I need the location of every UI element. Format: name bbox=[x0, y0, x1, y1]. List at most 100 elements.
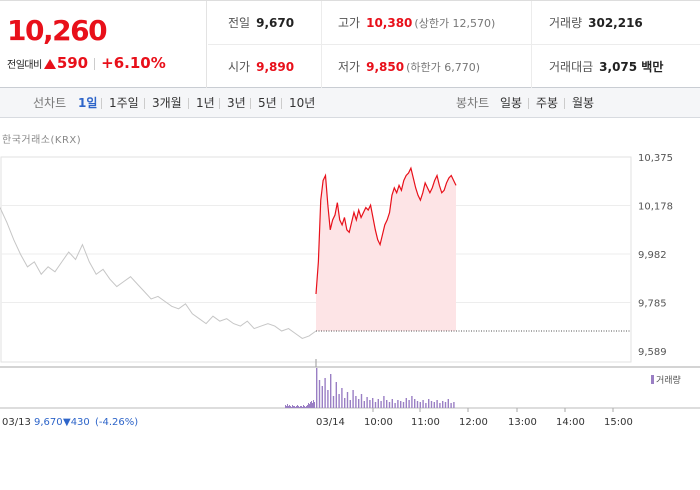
quote-panel: 10,260 전일대비 590 +6.10% 전일 9,670 고가 10,380 (상한… bbox=[0, 0, 700, 89]
volume-bar bbox=[450, 403, 452, 408]
volume-bar bbox=[302, 407, 303, 408]
volume-bar bbox=[447, 399, 449, 408]
stat-label: 전일 bbox=[228, 16, 251, 30]
volume-bar bbox=[344, 398, 346, 408]
volume-bar bbox=[338, 394, 340, 408]
y-tick-label: 10,178 bbox=[638, 202, 673, 213]
y-tick-label: 9,785 bbox=[638, 299, 667, 310]
volume-bar bbox=[305, 407, 306, 408]
tab-1week[interactable]: 1주일 bbox=[109, 96, 139, 110]
stats-row-2: 시가 9,890 저가 9,850 (하한가 6,770) 거래대금 3,075 백만 bbox=[208, 45, 700, 89]
tab-10year[interactable]: 10년 bbox=[289, 96, 316, 110]
volume-bar bbox=[397, 400, 399, 408]
stat-value: 9,890 bbox=[256, 60, 295, 74]
change-label: 전일대비 bbox=[7, 60, 42, 71]
stat-label: 거래량 bbox=[549, 16, 583, 30]
prev-day-change-percent: (-4.26%) bbox=[95, 417, 138, 428]
volume-bar bbox=[358, 399, 360, 408]
prev-day-change: ▼430 bbox=[63, 417, 90, 428]
y-tick-label: 9,589 bbox=[638, 347, 667, 358]
change-percent: +6.10% bbox=[101, 54, 166, 72]
chart-canvas: 10,375 10,178 9,982 9,785 9,589 거래량 10:00 11:… bbox=[0, 153, 700, 428]
volume-bar bbox=[388, 402, 391, 408]
stat-label: 거래대금 bbox=[549, 60, 594, 74]
lower-limit: (하한가 6,770) bbox=[406, 61, 480, 74]
divider bbox=[528, 98, 529, 109]
volume-legend: 거래량 bbox=[656, 374, 681, 386]
volume-bar bbox=[422, 400, 424, 408]
stat-high: 고가 10,380 (상한가 12,570) bbox=[338, 1, 495, 45]
data-source: 한국거래소(KRX) bbox=[2, 135, 82, 146]
tab-weekly-candle[interactable]: 주봉 bbox=[536, 96, 559, 110]
tab-1day[interactable]: 1일 bbox=[78, 96, 98, 110]
volume-bar bbox=[289, 405, 290, 408]
volume-bar bbox=[296, 406, 297, 408]
volume-bar bbox=[310, 402, 311, 408]
volume-bar bbox=[408, 400, 410, 408]
current-price: 10,260 bbox=[7, 14, 108, 47]
tab-3year[interactable]: 3년 bbox=[227, 96, 246, 110]
divider bbox=[144, 98, 145, 109]
stat-value: 9,850 bbox=[366, 60, 405, 74]
stat-label: 고가 bbox=[338, 16, 361, 30]
volume-bar bbox=[394, 403, 396, 408]
volume-bar bbox=[374, 402, 377, 408]
volume-bar bbox=[294, 406, 295, 408]
volume-bar bbox=[300, 406, 301, 408]
volume-bar bbox=[453, 402, 455, 408]
change-row: 전일대비 590 +6.10% bbox=[7, 54, 166, 72]
volume-bar bbox=[332, 396, 335, 408]
volume-bar bbox=[355, 396, 357, 408]
divider bbox=[281, 98, 282, 109]
volume-bar bbox=[299, 407, 300, 408]
volume-bar bbox=[386, 400, 388, 408]
tab-3month[interactable]: 3개월 bbox=[152, 96, 182, 110]
volume-bar bbox=[298, 406, 299, 408]
divider bbox=[219, 98, 220, 109]
volume-bar bbox=[309, 404, 310, 408]
change-amount: 590 bbox=[56, 54, 89, 72]
volume-bar bbox=[391, 399, 393, 408]
volume-bar bbox=[400, 401, 402, 408]
prev-day-price: 9,670 bbox=[34, 417, 63, 428]
stat-open: 시가 9,890 bbox=[228, 45, 294, 89]
today-date-label: 03/14 bbox=[316, 417, 345, 428]
volume-bar bbox=[290, 406, 291, 408]
volume-bar bbox=[288, 406, 289, 408]
volume-bar bbox=[301, 406, 302, 408]
volume-bar bbox=[324, 378, 326, 408]
volume-bar bbox=[405, 398, 407, 408]
volume-bar bbox=[377, 399, 379, 408]
volume-bar bbox=[306, 406, 307, 408]
divider bbox=[564, 98, 565, 109]
tab-1year[interactable]: 1년 bbox=[196, 96, 215, 110]
divider bbox=[250, 98, 251, 109]
volume-bar bbox=[444, 402, 447, 408]
volume-bar bbox=[442, 401, 444, 408]
stats-row-1: 전일 9,670 고가 10,380 (상한가 12,570) 거래량 302,216 bbox=[208, 1, 700, 45]
volume-bar bbox=[286, 406, 287, 408]
tab-daily-candle[interactable]: 일봉 bbox=[500, 96, 523, 110]
prev-day-series-line bbox=[0, 207, 317, 339]
stat-trade-value: 거래대금 3,075 백만 bbox=[549, 45, 663, 89]
stat-low: 저가 9,850 (하한가 6,770) bbox=[338, 45, 480, 89]
period-tabs: 선차트 1일 1주일 3개월 1년 3년 5년 10년 봉차트 일봉 주봉 월봉 bbox=[0, 88, 700, 118]
line-chart-label: 선차트 bbox=[33, 96, 67, 110]
divider bbox=[94, 58, 96, 70]
volume-bar bbox=[341, 388, 343, 408]
volume-bar bbox=[285, 405, 286, 408]
prev-day-date: 03/13 bbox=[2, 417, 31, 428]
volume-bar bbox=[428, 399, 430, 408]
volume-bar bbox=[349, 400, 351, 408]
tab-5year[interactable]: 5년 bbox=[258, 96, 277, 110]
volume-bar bbox=[293, 406, 294, 408]
volume-bar bbox=[425, 403, 427, 408]
volume-bar bbox=[433, 402, 435, 408]
stat-value: 302,216 bbox=[588, 16, 643, 30]
x-tick-label: 13:00 bbox=[508, 417, 537, 428]
x-tick-label: 14:00 bbox=[556, 417, 585, 428]
divider bbox=[101, 98, 102, 109]
volume-bar bbox=[314, 402, 315, 408]
tab-monthly-candle[interactable]: 월봉 bbox=[572, 96, 595, 110]
stat-value: 3,075 백만 bbox=[599, 60, 664, 74]
